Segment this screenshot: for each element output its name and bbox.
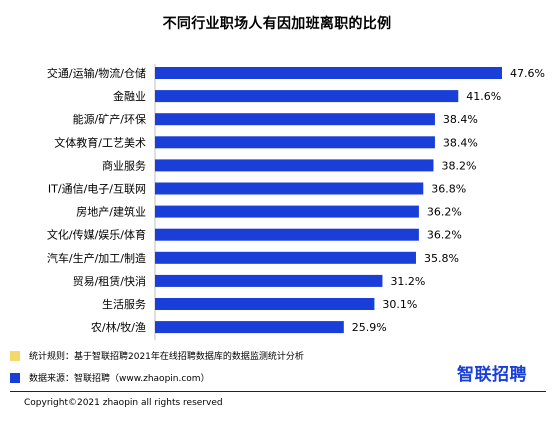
- category-label: 金融业: [113, 89, 146, 103]
- value-label: 38.4%: [443, 113, 478, 126]
- bar: [155, 159, 434, 172]
- category-label: 能源/矿产/环保: [73, 112, 146, 126]
- copyright-text: Copyright©2021 zhaopin all rights reserv…: [24, 398, 223, 408]
- source-note-text: 数据来源：智联招聘（www.zhaopin.com）: [29, 374, 210, 384]
- value-label: 35.8%: [424, 252, 459, 265]
- bar: [155, 321, 344, 334]
- category-label: 农/林/牧/渔: [91, 320, 146, 334]
- bar: [155, 182, 424, 195]
- value-label: 38.4%: [443, 136, 478, 149]
- category-label: 生活服务: [102, 297, 146, 311]
- bar: [155, 251, 416, 264]
- category-label: 房地产/建筑业: [76, 205, 146, 219]
- bar-chart: 交通/运输/物流/仓储 47.6% 金融业 41.6% 能源/矿产/环保 38.4% 文体教…: [47, 64, 545, 341]
- category-label: IT/通信/电子/互联网: [48, 183, 146, 196]
- bar: [155, 298, 375, 310]
- footer-divider: [10, 391, 546, 392]
- bar: [155, 67, 502, 79]
- category-label: 贸易/租赁/快消: [73, 274, 146, 288]
- value-label: 36.8%: [431, 183, 466, 196]
- value-label: 36.2%: [427, 229, 462, 242]
- value-label: 47.6%: [510, 67, 545, 80]
- category-label: 商业服务: [102, 158, 146, 172]
- value-label: 36.2%: [427, 206, 462, 219]
- category-label: 汽车/生产/加工/制造: [47, 251, 146, 265]
- zhaopin-logo: 智联招聘: [457, 365, 527, 385]
- source-note: 数据来源：智联招聘（www.zhaopin.com）: [10, 371, 210, 384]
- category-label: 文体教育/工艺美术: [54, 135, 146, 149]
- yellow-square-icon: [10, 350, 20, 361]
- method-note-text: 统计规则：基于智联招聘2021年在线招聘数据库的数据监测统计分析: [29, 352, 304, 362]
- value-label: 41.6%: [466, 90, 501, 103]
- bar: [155, 90, 459, 103]
- category-label: 交通/运输/物流/仓储: [47, 66, 146, 80]
- bar: [155, 228, 419, 241]
- bar: [155, 205, 419, 218]
- blue-square-icon: [10, 372, 20, 383]
- value-label: 30.1%: [382, 298, 417, 311]
- method-note: 统计规则：基于智联招聘2021年在线招聘数据库的数据监测统计分析: [10, 349, 304, 362]
- value-label: 38.2%: [441, 159, 476, 172]
- bar: [155, 274, 383, 287]
- value-label: 25.9%: [352, 321, 387, 334]
- value-label: 31.2%: [390, 275, 425, 288]
- chart-title: 不同行业职场人有因加班离职的比例: [162, 16, 392, 32]
- category-label: 文化/传媒/娱乐/体育: [47, 228, 146, 242]
- bar: [155, 113, 435, 126]
- bar: [155, 136, 435, 149]
